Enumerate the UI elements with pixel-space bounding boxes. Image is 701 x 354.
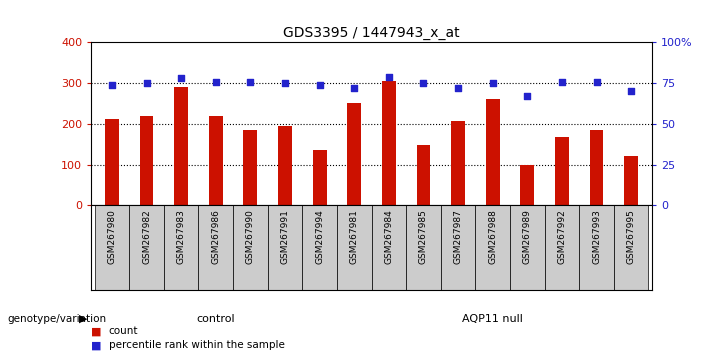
Text: GSM267986: GSM267986 — [211, 210, 220, 264]
FancyBboxPatch shape — [475, 205, 510, 290]
Bar — [139, 116, 154, 205]
Text: GSM267982: GSM267982 — [142, 210, 151, 264]
Bar — [624, 156, 638, 205]
Point — [107, 82, 118, 88]
Text: GSM267992: GSM267992 — [557, 210, 566, 264]
Text: percentile rank within the sample: percentile rank within the sample — [109, 341, 285, 350]
Text: GSM267990: GSM267990 — [246, 210, 255, 264]
Point — [175, 75, 186, 81]
Text: GSM267984: GSM267984 — [384, 210, 393, 264]
Text: count: count — [109, 326, 138, 336]
FancyBboxPatch shape — [510, 205, 545, 290]
Text: GSM267995: GSM267995 — [627, 210, 636, 264]
Bar — [243, 130, 257, 205]
FancyBboxPatch shape — [198, 205, 233, 290]
Text: GSM267991: GSM267991 — [280, 210, 290, 264]
Point — [348, 85, 360, 91]
Text: GSM267993: GSM267993 — [592, 210, 601, 264]
Point — [522, 93, 533, 99]
Title: GDS3395 / 1447943_x_at: GDS3395 / 1447943_x_at — [283, 26, 460, 40]
FancyBboxPatch shape — [441, 205, 475, 290]
Bar — [278, 126, 292, 205]
FancyBboxPatch shape — [579, 205, 614, 290]
Text: AQP11 null: AQP11 null — [462, 314, 523, 324]
Text: GSM267980: GSM267980 — [107, 210, 116, 264]
Text: ■: ■ — [91, 326, 102, 336]
Point — [418, 80, 429, 86]
FancyBboxPatch shape — [129, 205, 164, 290]
Text: GSM267988: GSM267988 — [488, 210, 497, 264]
Point — [141, 80, 152, 86]
Text: control: control — [196, 314, 235, 324]
FancyBboxPatch shape — [233, 205, 268, 290]
Point — [625, 88, 637, 94]
FancyBboxPatch shape — [95, 205, 129, 290]
Bar — [105, 119, 119, 205]
Bar — [313, 150, 327, 205]
Bar — [520, 165, 534, 205]
Bar — [486, 99, 500, 205]
Point — [210, 79, 222, 84]
Text: ▶: ▶ — [79, 314, 88, 324]
FancyBboxPatch shape — [545, 205, 579, 290]
Point — [383, 74, 395, 80]
FancyBboxPatch shape — [337, 205, 372, 290]
Point — [557, 79, 568, 84]
Bar — [590, 130, 604, 205]
Point — [245, 79, 256, 84]
Point — [487, 80, 498, 86]
FancyBboxPatch shape — [268, 205, 302, 290]
FancyBboxPatch shape — [406, 205, 441, 290]
FancyBboxPatch shape — [302, 205, 337, 290]
Bar — [347, 103, 361, 205]
Text: GSM267994: GSM267994 — [315, 210, 324, 264]
Text: ■: ■ — [91, 341, 102, 350]
FancyBboxPatch shape — [164, 205, 198, 290]
Point — [591, 79, 602, 84]
Bar — [175, 87, 188, 205]
Text: genotype/variation: genotype/variation — [7, 314, 106, 324]
Point — [280, 80, 291, 86]
Bar — [209, 116, 223, 205]
Point — [314, 82, 325, 88]
Text: GSM267985: GSM267985 — [419, 210, 428, 264]
Bar — [451, 121, 465, 205]
FancyBboxPatch shape — [614, 205, 648, 290]
FancyBboxPatch shape — [372, 205, 406, 290]
Bar — [416, 145, 430, 205]
Text: GSM267987: GSM267987 — [454, 210, 463, 264]
Bar — [382, 81, 396, 205]
Bar — [555, 137, 569, 205]
Text: GSM267989: GSM267989 — [523, 210, 532, 264]
Point — [452, 85, 463, 91]
Text: GSM267981: GSM267981 — [350, 210, 359, 264]
Text: GSM267983: GSM267983 — [177, 210, 186, 264]
